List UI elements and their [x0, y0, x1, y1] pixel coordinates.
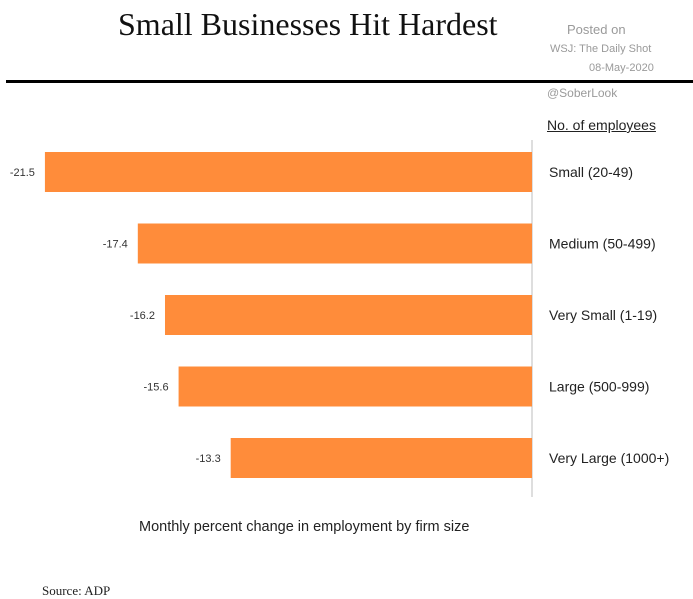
bar-value-label: -13.3 [196, 453, 221, 465]
watermark-handle: @SoberLook [547, 86, 618, 100]
watermark-posted-on: Posted on [567, 22, 626, 37]
chart-title: Small Businesses Hit Hardest [118, 6, 498, 42]
watermark-source: WSJ: The Daily Shot [550, 43, 652, 55]
bar-value-label: -15.6 [144, 382, 169, 394]
bar-value-label: -16.2 [130, 310, 155, 322]
bar [164, 295, 532, 335]
category-label: Medium (50-499) [549, 236, 656, 252]
watermark-date: 08-May-2020 [589, 62, 654, 74]
bar-value-label: -17.4 [103, 239, 128, 251]
bar [44, 152, 533, 192]
source-note: Source: ADP [42, 583, 111, 598]
category-header: No. of employees [547, 117, 656, 133]
title-divider [6, 80, 693, 83]
chart-caption: Monthly percent change in employment by … [139, 519, 470, 535]
bar [178, 366, 532, 407]
bar [137, 223, 533, 264]
bar-value-label: -21.5 [10, 167, 35, 179]
category-label: Very Small (1-19) [549, 307, 657, 323]
category-label: Large (500-999) [549, 379, 649, 395]
category-label: Very Large (1000+) [549, 450, 669, 466]
bar [230, 438, 533, 478]
category-label: Small (20-49) [549, 164, 633, 180]
